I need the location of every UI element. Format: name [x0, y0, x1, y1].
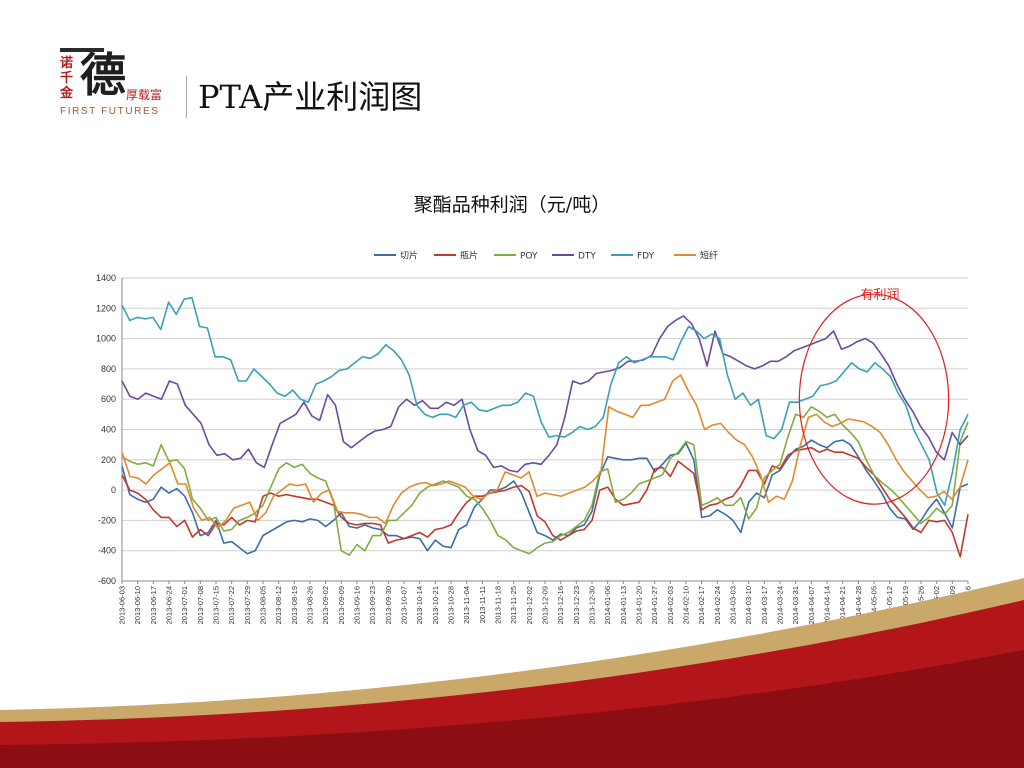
y-tick-label: -200 — [98, 515, 116, 525]
x-tick-label: 2013-12-02 — [525, 586, 534, 624]
x-tick-label: 2013-06-03 — [118, 586, 127, 624]
y-tick-label: 200 — [101, 455, 116, 465]
bottom-decoration — [0, 578, 1024, 768]
logo-vertical-text: 诺千金 — [60, 56, 74, 101]
logo-big-char: 德 — [80, 48, 126, 102]
y-tick-label: 400 — [101, 425, 116, 435]
x-tick-label: 2013-06-24 — [165, 586, 174, 624]
x-tick-label: 2014-03-31 — [791, 586, 800, 624]
x-tick-label: 2013-12-23 — [572, 586, 581, 624]
x-tick-label: 2014-02-03 — [666, 586, 675, 624]
logo-english: FIRST FUTURES — [60, 106, 160, 117]
x-tick-label: 2013-06-10 — [133, 586, 142, 624]
x-tick-label: 2013-06-17 — [149, 586, 158, 624]
x-tick-label: 2013-12-30 — [588, 586, 597, 624]
series-line — [121, 446, 969, 558]
x-tick-label: 2013-08-26 — [306, 586, 315, 624]
legend-label: 短纤 — [700, 250, 718, 262]
legend-label: FDY — [637, 252, 655, 262]
logo-top-bar — [60, 48, 104, 52]
x-tick-label: 2013-09-02 — [321, 586, 330, 624]
x-tick-label: 2013-11-18 — [494, 586, 503, 624]
series-line — [121, 439, 969, 555]
x-tick-label: 2013-10-07 — [400, 586, 409, 624]
x-tick-label: 2013-09-23 — [368, 586, 377, 624]
legend-label: DTY — [578, 252, 596, 262]
y-tick-label: -400 — [98, 546, 116, 556]
company-logo: 诺千金 德 厚载富 FIRST FUTURES — [58, 44, 178, 122]
x-tick-label: 2014-01-06 — [603, 586, 612, 624]
y-tick-label: 600 — [101, 394, 116, 404]
y-tick-label: -600 — [98, 576, 116, 586]
x-tick-label: 2013-07-08 — [196, 586, 205, 624]
chart-title: 聚酯品种利润（元/吨） — [413, 194, 611, 216]
x-tick-label: 2013-11-11 — [478, 586, 487, 623]
x-tick-label: 2014-01-27 — [650, 586, 659, 624]
logo-separator — [186, 76, 187, 118]
y-tick-label: 1000 — [96, 334, 116, 344]
x-tick-label: 2013-08-05 — [259, 586, 268, 624]
x-tick-label: 2013-07-29 — [243, 586, 252, 624]
x-tick-label: 2013-10-21 — [431, 586, 440, 624]
x-tick-label: 2014-03-03 — [729, 586, 738, 624]
series-line — [121, 296, 969, 507]
x-tick-label: 2013-11-25 — [509, 586, 518, 624]
series-line — [121, 315, 969, 473]
x-tick-label: 2014-05-12 — [885, 586, 894, 624]
x-tick-label: 2013-07-15 — [212, 586, 221, 624]
x-tick-label: 2013-12-09 — [541, 586, 550, 624]
x-tick-label: 2014-01-20 — [635, 586, 644, 624]
legend-label: POY — [520, 252, 538, 262]
x-tick-label: 2014-02-17 — [697, 586, 706, 624]
x-tick-label: 2013-07-01 — [180, 586, 189, 624]
logo-small-text: 厚载富 — [126, 88, 163, 102]
x-tick-label: 2013-09-16 — [353, 586, 362, 624]
x-tick-label: 2013-10-28 — [447, 586, 456, 624]
x-tick-label: 2014-03-10 — [744, 586, 753, 624]
y-tick-label: 0 — [111, 485, 116, 495]
x-tick-label: 2014-04-21 — [838, 586, 847, 624]
y-tick-label: 800 — [101, 364, 116, 374]
x-tick-label: 2013-11-04 — [462, 586, 471, 624]
x-tick-label: 2013-08-12 — [274, 586, 283, 624]
annotation-ellipse — [798, 293, 950, 505]
x-tick-label: 2014-04-07 — [807, 586, 816, 624]
series-line — [121, 374, 969, 529]
x-tick-label: 2014-05-05 — [870, 586, 879, 624]
x-tick-label: 2013-10-14 — [415, 586, 424, 624]
x-tick-label: 2013-09-09 — [337, 586, 346, 624]
x-tick-label: 2013-08-19 — [290, 586, 299, 624]
page-title: PTA产业利润图 — [198, 78, 423, 116]
y-tick-label: 1200 — [96, 303, 116, 313]
legend-label: 切片 — [400, 250, 418, 262]
legend-label: 瓶片 — [460, 250, 478, 262]
annotation-label: 有利润 — [860, 288, 899, 303]
x-tick-label: 2014-04-28 — [854, 586, 863, 624]
x-tick-label: 2014-02-10 — [682, 586, 691, 624]
decor-dark-red-band — [0, 650, 1024, 768]
x-tick-label: 2014-04-14 — [823, 586, 832, 624]
x-tick-label: 2014-02-24 — [713, 586, 722, 624]
x-tick-label: 2013-09-30 — [384, 586, 393, 624]
y-tick-label: 1400 — [96, 273, 116, 283]
x-tick-label: 2014-03-17 — [760, 586, 769, 624]
x-tick-label: 2014-03-24 — [776, 586, 785, 624]
series-line — [121, 406, 969, 557]
x-tick-label: 2013-12-16 — [556, 586, 565, 624]
x-tick-label: 2014-01-13 — [619, 586, 628, 624]
x-tick-label: 2013-07-22 — [227, 586, 236, 624]
